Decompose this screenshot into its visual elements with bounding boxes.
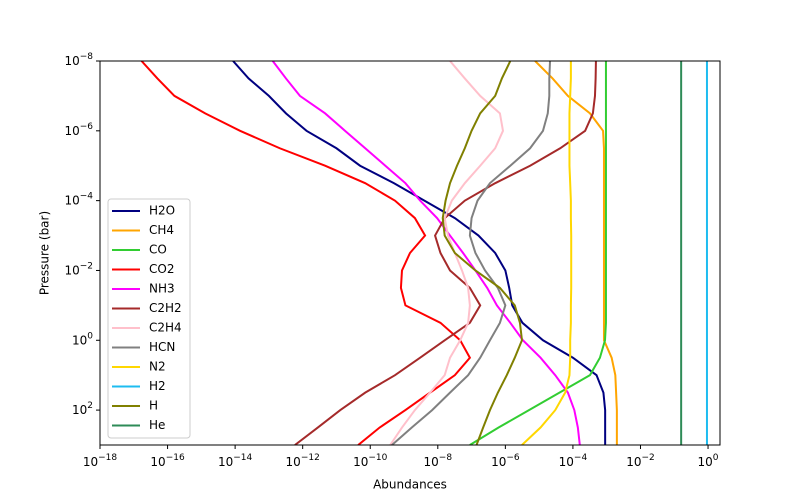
series-line: [469, 61, 607, 445]
legend-label: He: [149, 418, 165, 432]
x-tick-label: 10−10: [353, 453, 388, 469]
y-axis-label: Pressure (bar): [38, 211, 52, 295]
series-line: [441, 61, 523, 445]
legend-label: H2O: [149, 204, 175, 218]
legend-label: C2H4: [149, 321, 182, 335]
legend-label: H: [149, 399, 158, 413]
x-tick-label: 10−18: [83, 453, 118, 469]
y-tick-label: 100: [72, 331, 93, 347]
series-line: [271, 61, 581, 445]
legend-label: N2: [149, 360, 166, 374]
x-tick-label: 10−6: [491, 453, 520, 469]
series-line: [389, 61, 505, 445]
y-tick-label: 10−4: [64, 191, 93, 207]
x-tick-label: 10−8: [424, 453, 453, 469]
legend-box: [107, 198, 191, 439]
y-tick-label: 102: [72, 401, 93, 417]
legend-label: HCN: [149, 340, 175, 354]
series-line: [232, 61, 607, 445]
legend-label: CO2: [149, 262, 174, 276]
plot-frame: [99, 60, 721, 446]
series-line: [534, 61, 618, 445]
series-line: [140, 61, 472, 445]
plot-lines: [140, 61, 708, 445]
x-axis-label: Abundances: [373, 478, 447, 492]
x-tick-label: 10−14: [218, 453, 253, 469]
legend-label: C2H2: [149, 301, 182, 315]
legend-label: H2: [149, 379, 166, 393]
x-tick-label: 10−12: [286, 453, 320, 469]
x-tick-label: 10−2: [626, 453, 655, 469]
series-line: [391, 61, 552, 445]
y-tick-label: 10−2: [64, 261, 93, 277]
x-tick-label: 10−4: [559, 453, 588, 469]
legend-label: NH3: [149, 282, 175, 296]
legend: H2O CH4 CO CO2 NH3 C2H2 C2H4 HCN N2 H2 H He: [107, 198, 191, 439]
legend-label: CH4: [149, 223, 174, 237]
y-tick-label: 10−6: [64, 121, 93, 137]
y-tick-label: 10−8: [64, 52, 93, 68]
series-line: [294, 61, 597, 445]
x-tick-label: 10−16: [150, 453, 185, 469]
series-line: [521, 61, 573, 445]
x-tick-label: 100: [698, 453, 719, 469]
legend-label: CO: [149, 243, 167, 257]
